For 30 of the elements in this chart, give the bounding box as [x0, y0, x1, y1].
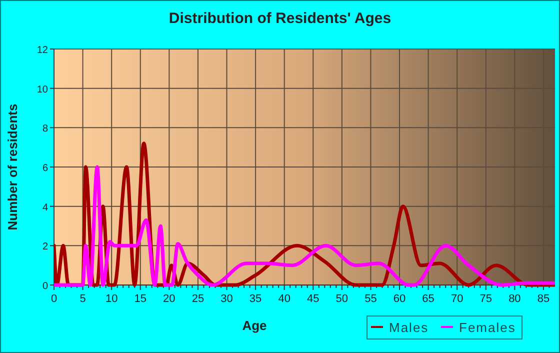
x-tick-label: 35 — [249, 293, 262, 305]
x-tick-label: 65 — [422, 293, 434, 305]
chart-title: Distribution of Residents' Ages — [168, 10, 392, 27]
x-tick-label: 85 — [537, 293, 550, 305]
y-tick-label: 6 — [42, 163, 48, 174]
x-tick-label: 50 — [336, 293, 348, 305]
x-tick-label: 80 — [508, 293, 521, 305]
x-tick-label: 75 — [480, 293, 492, 305]
x-tick-label: 60 — [393, 293, 406, 305]
x-tick-label: 30 — [220, 293, 233, 305]
y-tick-label: 10 — [36, 84, 48, 96]
y-tick-label: 0 — [42, 281, 48, 292]
y-tick-label: 4 — [42, 202, 48, 214]
x-tick-label: 45 — [307, 293, 320, 305]
legend-label: Females — [459, 320, 516, 335]
x-tick-label: 15 — [134, 293, 147, 305]
x-axis-title: Age — [242, 318, 267, 333]
x-tick-label: 70 — [450, 293, 464, 305]
legend-label: Males — [389, 320, 429, 335]
x-tick-label: 55 — [364, 293, 377, 305]
x-tick-label: 5 — [80, 293, 86, 305]
x-tick-label: 20 — [163, 293, 176, 305]
y-tick-label: 12 — [36, 45, 48, 56]
x-tick-label: 10 — [105, 293, 118, 305]
y-axis-title: Number of residents — [5, 104, 20, 230]
x-tick-label: 0 — [50, 293, 58, 305]
x-tick-label: 40 — [278, 293, 290, 305]
x-tick-label: 25 — [192, 293, 204, 305]
y-tick-label: 8 — [42, 124, 48, 135]
y-tick-label: 2 — [42, 242, 48, 253]
